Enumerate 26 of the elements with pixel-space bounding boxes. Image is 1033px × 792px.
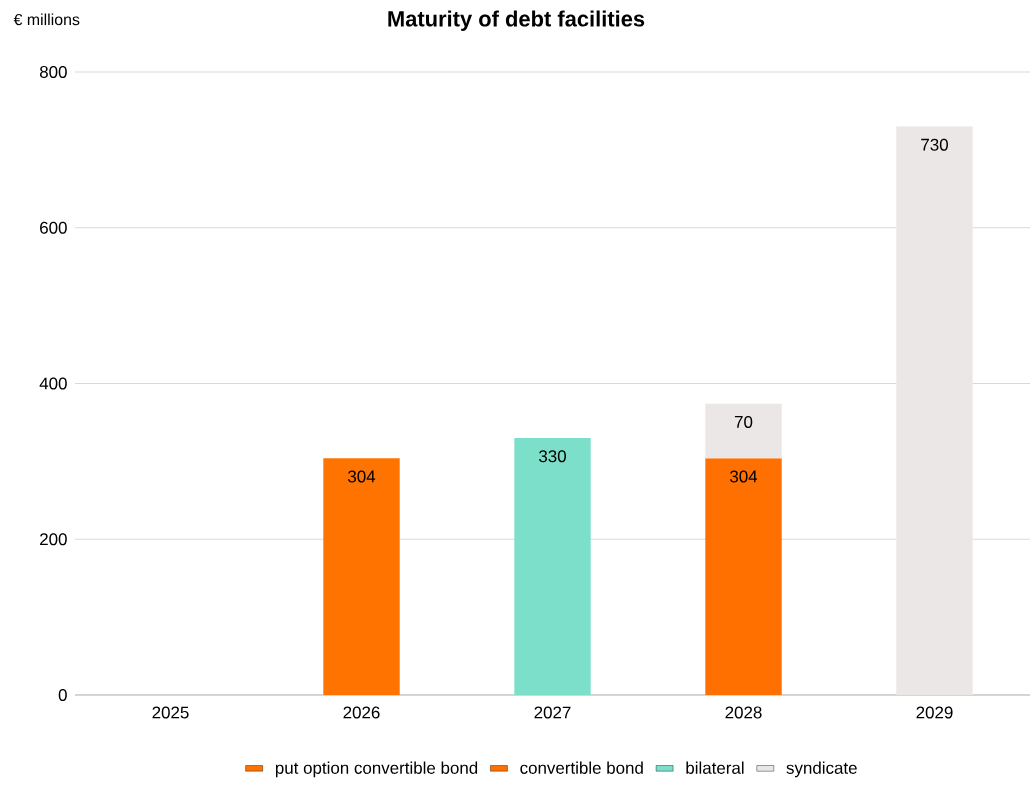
- data-label: 330: [539, 450, 566, 463]
- data-label: 304: [730, 470, 758, 483]
- x-tick-label: 2026: [343, 706, 380, 719]
- y-tick-label: 200: [40, 533, 67, 546]
- x-tick-label: 2028: [725, 706, 762, 719]
- y-tick-label: 0: [58, 688, 67, 701]
- chart-title: Maturity of debt facilities: [388, 10, 645, 31]
- bar: [896, 126, 973, 695]
- data-label: 304: [348, 470, 376, 483]
- x-tick-label: 2027: [534, 706, 571, 719]
- legend-label: syndicate: [786, 761, 857, 778]
- x-tick-label: 2025: [152, 706, 189, 719]
- data-label: 730: [921, 138, 948, 151]
- y-axis-title: € millions: [13, 13, 80, 26]
- x-tick-label: 2029: [916, 706, 953, 719]
- y-tick-label: 800: [39, 65, 67, 78]
- data-label: 70: [734, 415, 753, 428]
- y-tick-label: 400: [39, 377, 67, 390]
- bar: [705, 403, 782, 459]
- bar: [323, 458, 400, 695]
- bar: [514, 438, 591, 695]
- legend-label: put option convertible bond: [275, 761, 478, 778]
- legend-label: bilateral: [686, 761, 744, 774]
- bar: [705, 458, 782, 695]
- legend-label: convertible bond: [520, 761, 643, 774]
- y-tick-label: 600: [40, 221, 67, 234]
